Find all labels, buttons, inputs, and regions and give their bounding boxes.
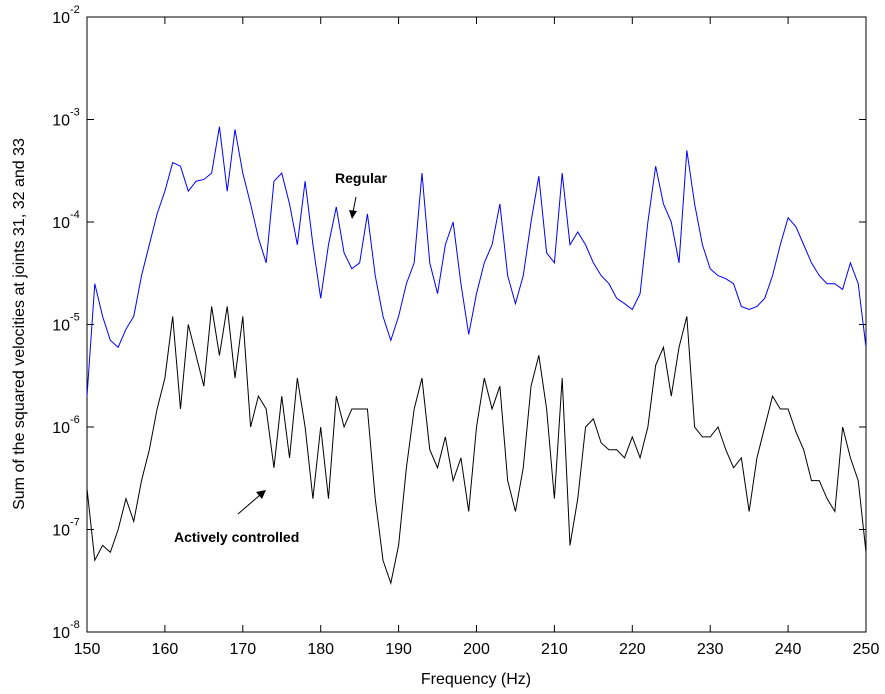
y-tick-exponent: -5 (70, 312, 80, 324)
y-tick-label: 10 (52, 523, 70, 540)
x-tick-label: 190 (385, 641, 412, 658)
x-tick-label: 220 (619, 641, 646, 658)
y-tick-exponent: -7 (70, 517, 80, 529)
plot-frame (86, 16, 867, 633)
y-tick-exponent: -8 (70, 619, 80, 631)
x-axis-label: Frequency (Hz) (421, 671, 531, 688)
x-tick-label: 230 (697, 641, 724, 658)
x-tick-label: 170 (229, 641, 256, 658)
x-tick-label: 150 (74, 641, 101, 658)
y-tick-exponent: -2 (70, 4, 80, 16)
series-line (86, 306, 867, 585)
arrow (237, 494, 261, 515)
y-tick-label: 10 (52, 10, 70, 27)
y-tick-label: 10 (52, 113, 70, 130)
y-tick-exponent: -6 (70, 414, 80, 426)
annotation: Actively controlled (174, 529, 299, 545)
y-tick-label: 10 (52, 625, 70, 642)
x-tick-label: 240 (775, 641, 802, 658)
x-tick-label: 200 (463, 641, 490, 658)
x-tick-label: 180 (307, 641, 334, 658)
series-line (86, 126, 867, 397)
x-tick-label: 250 (853, 641, 880, 658)
y-axis-label: Sum of the squared velocities at joints … (11, 138, 28, 510)
y-tick-exponent: -3 (70, 107, 80, 119)
arrow-head (256, 490, 266, 499)
arrow (352, 196, 357, 213)
arrow-head (349, 210, 357, 219)
y-tick-label: 10 (52, 420, 70, 437)
x-tick-label: 210 (541, 641, 568, 658)
x-tick-label: 160 (152, 641, 179, 658)
y-tick-label: 10 (52, 318, 70, 335)
y-tick-exponent: -4 (70, 209, 80, 221)
annotation: Regular (335, 170, 388, 186)
y-tick-label: 10 (52, 215, 70, 232)
